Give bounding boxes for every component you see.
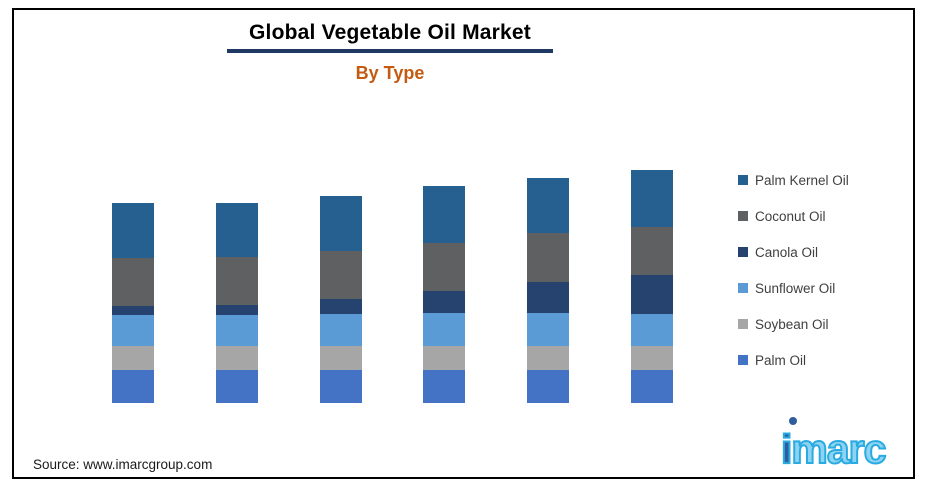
stacked-bar — [320, 196, 362, 403]
bar-segment-soybean-oil — [320, 346, 362, 370]
bar-segment-soybean-oil — [112, 346, 154, 370]
legend-swatch-icon — [738, 175, 748, 185]
legend-swatch-icon — [738, 211, 748, 221]
bar-segment-canola-oil — [423, 291, 465, 313]
bar-segment-coconut-oil — [631, 227, 673, 275]
stacked-bar — [631, 170, 673, 403]
bar-segment-palm-oil — [527, 370, 569, 403]
legend-item: Palm Oil — [738, 342, 849, 378]
bar-segment-sunflower-oil — [112, 315, 154, 346]
stacked-bar — [527, 178, 569, 403]
bar-segment-canola-oil — [527, 282, 569, 313]
bar-segment-coconut-oil — [112, 258, 154, 306]
legend-item: Palm Kernel Oil — [738, 162, 849, 198]
bar-segment-coconut-oil — [527, 233, 569, 282]
title-block: Global Vegetable Oil Market By Type — [0, 20, 780, 84]
bar-segment-soybean-oil — [216, 346, 258, 370]
bar-segment-sunflower-oil — [527, 313, 569, 346]
logo-dot-icon — [789, 417, 797, 425]
bar-segment-soybean-oil — [423, 346, 465, 370]
legend-label: Palm Kernel Oil — [755, 172, 849, 188]
legend-swatch-icon — [738, 319, 748, 329]
bar-segment-canola-oil — [320, 299, 362, 314]
imarc-logo: imarc — [780, 404, 911, 474]
bar-segment-coconut-oil — [216, 257, 258, 305]
legend-label: Canola Oil — [755, 244, 819, 260]
bar-segment-soybean-oil — [527, 346, 569, 370]
bar-segment-soybean-oil — [631, 346, 673, 370]
bar-segment-sunflower-oil — [423, 313, 465, 346]
source-text: Source: www.imarcgroup.com — [33, 457, 213, 472]
bar-segment-palm-oil — [631, 370, 673, 403]
logo-wordmark: imarc — [780, 425, 887, 473]
legend-label: Palm Oil — [755, 352, 807, 368]
bar-segment-coconut-oil — [320, 251, 362, 299]
legend-swatch-icon — [738, 247, 748, 257]
bar-segment-palm-kernel-oil — [320, 196, 362, 251]
legend-label: Coconut Oil — [755, 208, 826, 224]
bar-segment-palm-kernel-oil — [527, 178, 569, 233]
bar-segment-coconut-oil — [423, 243, 465, 291]
title-underline — [227, 49, 553, 53]
bar-segment-sunflower-oil — [631, 314, 673, 346]
legend-item: Coconut Oil — [738, 198, 849, 234]
page-title: Global Vegetable Oil Market — [249, 21, 531, 44]
legend-swatch-icon — [738, 355, 748, 365]
bar-segment-canola-oil — [216, 305, 258, 315]
bar-segment-palm-kernel-oil — [423, 186, 465, 243]
legend-label: Sunflower Oil — [755, 280, 836, 296]
stacked-bar — [216, 203, 258, 403]
bar-segment-palm-kernel-oil — [112, 203, 154, 258]
legend-item: Canola Oil — [738, 234, 849, 270]
bar-segment-palm-oil — [320, 370, 362, 403]
bar-segment-palm-oil — [112, 370, 154, 403]
stacked-bar — [112, 203, 154, 403]
legend-item: Soybean Oil — [738, 306, 849, 342]
bar-segment-palm-kernel-oil — [631, 170, 673, 227]
bar-segment-palm-oil — [216, 370, 258, 403]
chart-legend: Palm Kernel Oil Coconut Oil Canola Oil Sunf… — [738, 162, 849, 378]
bar-segment-sunflower-oil — [320, 314, 362, 346]
bar-segment-canola-oil — [112, 306, 154, 315]
legend-swatch-icon — [738, 283, 748, 293]
page-subtitle: By Type — [355, 63, 425, 83]
stacked-bar — [423, 186, 465, 403]
legend-item: Sunflower Oil — [738, 270, 849, 306]
legend-label: Soybean Oil — [755, 316, 829, 332]
bar-segment-canola-oil — [631, 275, 673, 314]
bar-segment-sunflower-oil — [216, 315, 258, 346]
bar-segment-palm-kernel-oil — [216, 203, 258, 257]
bar-segment-palm-oil — [423, 370, 465, 403]
